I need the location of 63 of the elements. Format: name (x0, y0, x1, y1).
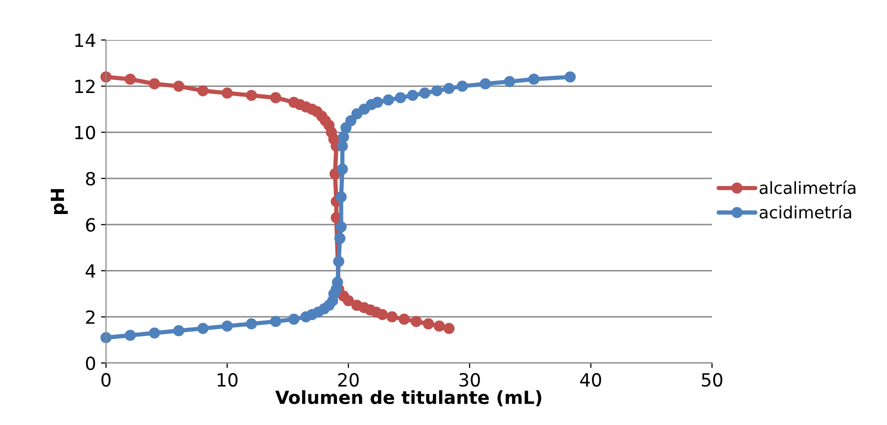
point (173, 325, 184, 336)
point (336, 221, 347, 232)
y-tick-label: 8 (86, 172, 96, 186)
x-tick-label: 30 (459, 373, 480, 387)
x-tick-label: 10 (218, 373, 238, 387)
point (197, 85, 209, 96)
point (148, 78, 160, 90)
point (443, 82, 455, 94)
point (434, 320, 445, 332)
point (376, 308, 388, 320)
point (124, 330, 136, 341)
point (270, 316, 282, 328)
point (246, 318, 257, 330)
point (394, 92, 406, 104)
point (100, 71, 112, 82)
legend-label: alcalimetría (760, 180, 856, 194)
y-tick-label: 12 (75, 80, 94, 94)
point (386, 311, 398, 322)
point (443, 322, 455, 334)
point (564, 71, 576, 82)
point (358, 104, 370, 115)
point (222, 88, 233, 99)
point (334, 232, 346, 244)
point (528, 74, 540, 85)
x-tick-label: 0 (101, 373, 111, 387)
y-tick-label: 2 (86, 310, 94, 324)
point (336, 191, 347, 202)
point (333, 256, 344, 268)
point (456, 80, 468, 92)
point (197, 322, 209, 334)
point (173, 80, 184, 92)
y-tick-label: 4 (86, 264, 96, 278)
point (419, 88, 430, 99)
point (270, 92, 282, 104)
x-tick-label: 20 (338, 373, 359, 387)
y-axis-title: pH (50, 189, 68, 214)
legend-label: acidimetría (760, 205, 852, 219)
point (288, 314, 300, 325)
y-tick-label: 10 (75, 126, 96, 140)
point (410, 316, 422, 328)
point (504, 76, 516, 88)
point (345, 115, 356, 126)
y-tick-label: 14 (75, 34, 96, 47)
point (422, 318, 434, 330)
point (336, 140, 348, 152)
point (398, 314, 410, 325)
point (124, 74, 136, 85)
point (372, 96, 384, 108)
point (246, 90, 257, 101)
point (407, 90, 418, 101)
y-tick-label: 6 (86, 218, 96, 232)
point (382, 94, 394, 106)
point (431, 85, 442, 96)
x-axis-title: Volumen de titulante (mL) (275, 390, 542, 406)
x-tick-label: 50 (702, 373, 722, 387)
point (480, 78, 491, 90)
point (342, 295, 354, 306)
point (222, 320, 233, 332)
point (338, 131, 350, 142)
x-tick-label: 40 (580, 373, 602, 387)
point (148, 327, 160, 339)
y-tick-label: 0 (86, 356, 96, 370)
point (336, 164, 348, 175)
